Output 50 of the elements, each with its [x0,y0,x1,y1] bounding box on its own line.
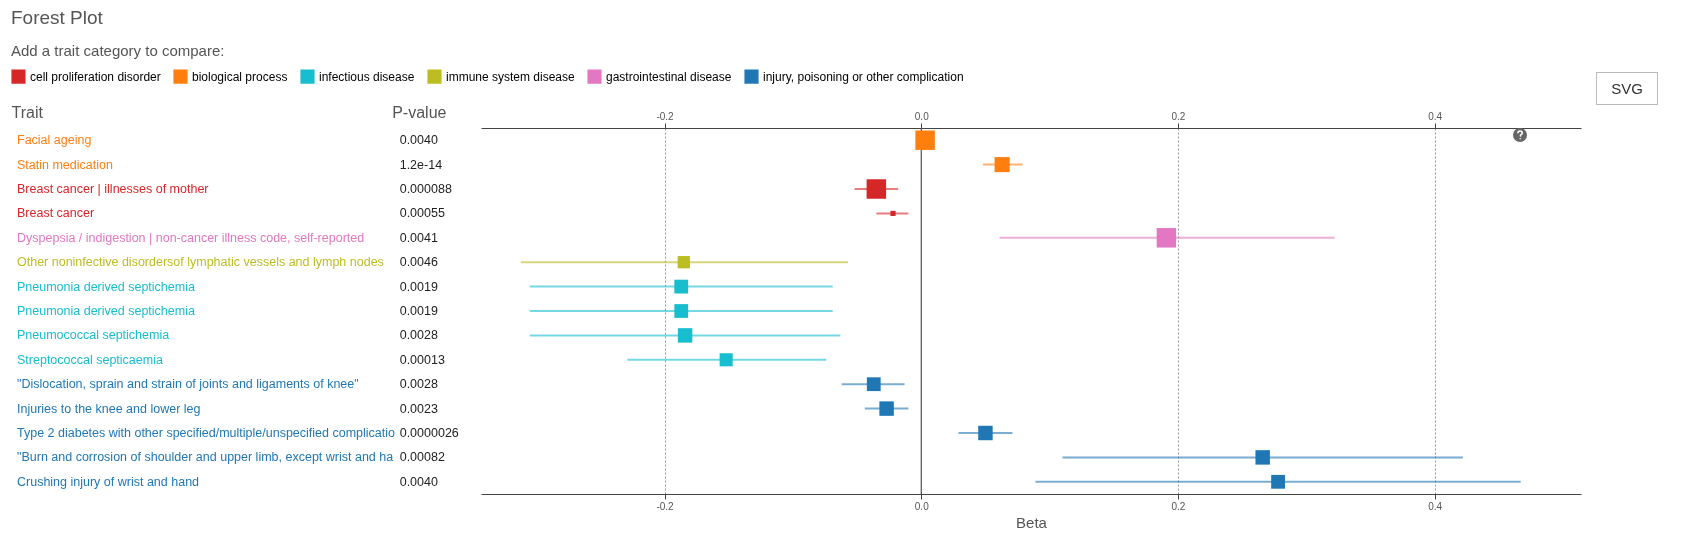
y-tick-label: Pneumonia derived septichemia [17,304,195,318]
y2-tick-label: 1.2e-14 [399,157,443,172]
y-tick-label: Crushing injury of wrist and hand [17,474,200,489]
y-tick-label: Injuries to the knee and lower leg [17,401,201,416]
y2-tick-label: 0.0041 [399,230,438,245]
x-axis-title: Beta [1016,513,1048,531]
y2-tick-label: 0.0019 [399,279,438,294]
y-tick-label: Breast cancer [17,206,95,221]
legend-label: injury, poisoning or other complication [763,69,964,84]
y2-tick-label: 0.0046 [399,255,438,270]
y-tick-label: Dyspepsia / indigestion | non-cancer illness code, self-reported [17,230,365,245]
legend-label: immune system disease [446,69,576,84]
y2-tick-label: 0.0040 [399,133,438,148]
y-tick-label: Other noninfective disordersof lymphatic vessels and lymph nodes [17,255,384,270]
y-tick-label: Pneumococcal septichemia [17,328,170,343]
y2-tick-label: 0.00082 [399,450,445,465]
y-tick-label: Statin medication [17,157,113,172]
y2-tick-label: 0.0028 [399,377,438,392]
y2-tick-label: 0.0040 [399,474,438,489]
y2-tick-label: 0.0023 [399,401,438,416]
y-tick-label: "Burn and corrosion of shoulder and upper limb, except wrist and ha [17,450,394,465]
text: Forest Plot [11,7,104,28]
y-tick-label: "Dislocation, sprain and strain of joints and ligaments of knee" [17,377,359,392]
legend-label: gastrointestinal disease [606,69,732,84]
y2-tick-label: 0.000088 [399,182,452,196]
legend-label: cell proliferation disorder [30,69,161,84]
x2-tick-label: -0.2 [656,110,675,122]
y2-tick-label: 0.00013 [399,352,445,367]
y2-tick-label: 0.00055 [399,206,445,221]
x2-tick-label: 0.4 [1428,110,1443,122]
y-tick-label: Breast cancer | illnesses of mother [17,182,209,196]
y2-tick-label: 0.0000026 [399,426,459,440]
x-tick-label: 0.2 [1171,500,1186,512]
y-tick-label: Pneumonia derived septichemia [17,279,195,294]
legend-label: biological process [192,69,288,84]
y2-tick-label: 0.0028 [399,328,438,343]
y2-tick-label: 0.0019 [399,304,438,318]
y2-axis-title: P-value [392,103,447,121]
x-tick-label: -0.2 [656,500,675,512]
y-tick-label: Facial ageing [17,133,92,148]
x-tick-label: 0.4 [1428,500,1443,512]
y-axis-title: Trait [11,103,44,121]
download-button: SVG [1596,72,1658,105]
legend-label: infectious disease [319,69,415,84]
x2-tick-label: 0.0 [914,110,930,122]
y-tick-label: Streptococcal septicaemia [17,352,163,367]
x-tick-label: 0.0 [914,500,930,512]
x2-tick-label: 0.2 [1171,110,1186,122]
y-tick-label: Type 2 diabetes with other specified/multiple/unspecified complicatio [17,426,396,440]
text: Add a trait category to compare: [11,42,225,59]
